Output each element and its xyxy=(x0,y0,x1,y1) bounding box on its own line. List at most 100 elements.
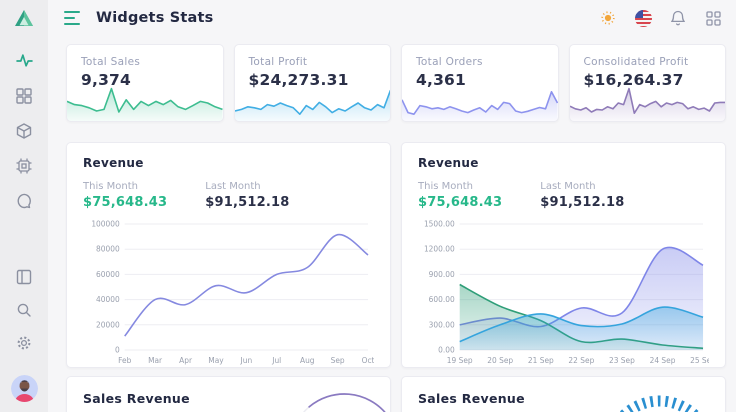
svg-text:Sep: Sep xyxy=(331,356,345,365)
sidebar-item-search[interactable] xyxy=(16,301,33,318)
language-button[interactable] xyxy=(634,9,652,27)
svg-text:21 Sep: 21 Sep xyxy=(528,356,554,365)
sidebar-item-products[interactable] xyxy=(16,122,33,139)
last-month-label: Last Month xyxy=(205,181,261,192)
revenue-row: Revenue This Month $75,648.43 Last Month… xyxy=(66,142,726,368)
last-month-column: Last Month $91,512.18 xyxy=(540,181,624,210)
sales-revenue-card-right: Sales Revenue $9,641.26 xyxy=(401,376,726,412)
bottom-row: Sales Revenue $9,641.26 Sales Revenue $9… xyxy=(66,376,726,412)
consolidated-profit-sparkline xyxy=(569,87,725,121)
svg-text:1200.00: 1200.00 xyxy=(424,245,455,254)
total-orders-sparkline xyxy=(402,91,558,121)
revenue-card-right: Revenue This Month $75,648.43 Last Month… xyxy=(401,142,726,368)
main-content: Total Sales 9,374 Total Profit $24,273.3… xyxy=(48,0,736,412)
last-month-value: $91,512.18 xyxy=(540,195,625,210)
stat-label: Total Sales xyxy=(81,56,141,68)
gear-icon xyxy=(17,336,31,349)
svg-text:80000: 80000 xyxy=(96,245,120,254)
this-month-label: This Month xyxy=(83,181,138,192)
svg-text:20 Sep: 20 Sep xyxy=(487,356,513,365)
stat-value: $16,264.37 xyxy=(583,71,684,89)
svg-text:Jun: Jun xyxy=(240,356,253,365)
revenue-line-chart: 0 20000 40000 60000 80000 100000 Feb Mar Ap… xyxy=(91,219,374,365)
stat-card-total-sales: Total Sales 9,374 xyxy=(66,44,224,122)
stat-value: 4,361 xyxy=(416,71,467,89)
header-actions xyxy=(599,9,722,27)
card-title: Revenue xyxy=(83,156,144,170)
page-title: Widgets Stats xyxy=(96,10,214,26)
svg-text:Jul: Jul xyxy=(271,356,281,365)
last-month-label: Last Month xyxy=(540,181,596,192)
cpu-icon xyxy=(16,158,32,173)
stat-card-total-orders: Total Orders 4,361 xyxy=(401,44,559,122)
logo-triangle-icon xyxy=(15,10,33,26)
last-month-column: Last Month $91,512.18 xyxy=(205,181,289,210)
sidebar xyxy=(0,0,48,412)
sidebar-bottom-nav xyxy=(10,268,38,412)
svg-text:40000: 40000 xyxy=(96,295,120,304)
this-month-column: This Month $75,648.43 xyxy=(418,181,502,210)
sun-icon xyxy=(601,11,615,25)
header: Widgets Stats xyxy=(48,0,736,36)
revenue-area-chart: 0.00 300.00 600.00 900.00 1200.00 1500.0… xyxy=(424,219,709,365)
svg-text:100000: 100000 xyxy=(91,219,120,228)
app-logo[interactable] xyxy=(0,0,48,36)
sales-revenue-card-left: Sales Revenue $9,641.26 xyxy=(66,376,391,412)
svg-text:Oct: Oct xyxy=(362,356,374,365)
this-month-label: This Month xyxy=(418,181,473,192)
theme-toggle-button[interactable] xyxy=(599,9,617,27)
svg-text:19 Sep: 19 Sep xyxy=(447,356,473,365)
total-sales-sparkline xyxy=(67,87,223,121)
svg-text:Aug: Aug xyxy=(300,356,315,365)
total-profit-sparkline xyxy=(234,89,390,121)
menu-icon[interactable] xyxy=(64,11,82,25)
activity-icon xyxy=(15,54,33,67)
stat-value: $24,273.31 xyxy=(248,71,349,89)
svg-text:0.00: 0.00 xyxy=(438,345,455,354)
svg-text:25 Sep: 25 Sep xyxy=(690,356,709,365)
sidebar-item-layout[interactable] xyxy=(16,268,33,285)
sidebar-item-system[interactable] xyxy=(16,157,33,174)
sidebar-item-dashboard[interactable] xyxy=(16,87,33,104)
svg-text:Feb: Feb xyxy=(118,356,131,365)
stat-card-total-profit: Total Profit $24,273.31 xyxy=(233,44,391,122)
avatar[interactable] xyxy=(10,375,38,402)
svg-text:Apr: Apr xyxy=(179,356,193,365)
avatar-image xyxy=(10,375,38,402)
sidebar-item-settings[interactable] xyxy=(16,334,33,351)
svg-text:1500.00: 1500.00 xyxy=(424,219,455,228)
svg-text:0: 0 xyxy=(115,345,120,354)
svg-text:23 Sep: 23 Sep xyxy=(609,356,635,365)
svg-text:600.00: 600.00 xyxy=(429,295,455,304)
layout-icon xyxy=(16,269,32,284)
box-icon xyxy=(16,122,32,139)
stat-value: 9,374 xyxy=(81,71,132,89)
svg-text:Mar: Mar xyxy=(148,356,163,365)
this-month-value: $75,648.43 xyxy=(418,195,503,210)
us-flag-icon xyxy=(634,9,652,27)
apps-button[interactable] xyxy=(704,9,722,27)
sidebar-nav xyxy=(15,52,33,209)
card-title: Revenue xyxy=(418,156,479,170)
svg-text:900.00: 900.00 xyxy=(429,270,455,279)
sidebar-item-activity[interactable] xyxy=(15,52,33,69)
sidebar-item-messages[interactable] xyxy=(16,192,33,209)
svg-text:60000: 60000 xyxy=(96,270,120,279)
this-month-value: $75,648.43 xyxy=(83,195,168,210)
search-icon xyxy=(17,303,31,317)
svg-text:300.00: 300.00 xyxy=(429,320,455,329)
bell-icon xyxy=(671,10,685,25)
stat-label: Total Orders xyxy=(416,56,483,68)
dashboard-icon xyxy=(16,87,32,104)
apps-grid-icon xyxy=(705,10,721,26)
notifications-button[interactable] xyxy=(669,9,687,27)
svg-text:22 Sep: 22 Sep xyxy=(568,356,594,365)
card-title: Sales Revenue xyxy=(418,391,525,406)
stat-label: Total Profit xyxy=(248,56,308,68)
stats-row: Total Sales 9,374 Total Profit $24,273.3… xyxy=(66,44,726,122)
chat-icon xyxy=(17,193,31,208)
stat-card-consolidated-profit: Consolidated Profit $16,264.37 xyxy=(568,44,726,122)
svg-text:May: May xyxy=(208,356,224,365)
revenue-card-left: Revenue This Month $75,648.43 Last Month… xyxy=(66,142,391,368)
stat-label: Consolidated Profit xyxy=(583,56,689,68)
